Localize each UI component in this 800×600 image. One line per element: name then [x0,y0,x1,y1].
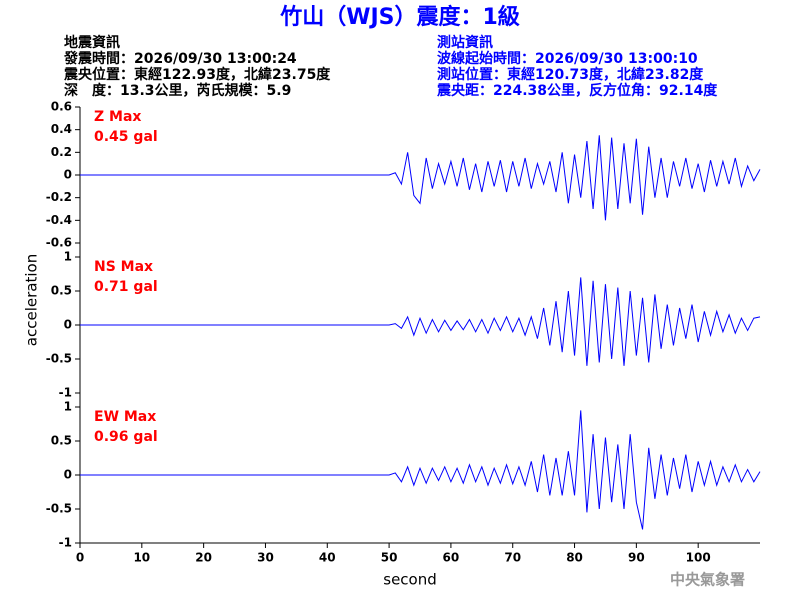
annotation: 0.71 gal [94,279,158,295]
y-tick-label: 0 [64,468,72,482]
x-tick-label: 70 [504,551,521,565]
x-tick-label: 80 [566,551,583,565]
y-tick-label: 0.6 [51,100,72,114]
waveform [80,277,761,366]
y-tick-label: 0.5 [51,284,72,298]
info-right: 震央距：224.38公里，反方位角：92.14度 [436,82,718,99]
annotation: EW Max [94,409,156,425]
y-tick-label: 1 [64,250,72,264]
waveform [80,135,761,221]
waveform [80,410,761,530]
annotation: NS Max [94,259,153,275]
x-tick-label: 10 [133,551,150,565]
y-tick-label: -1 [59,386,72,400]
info-left: 發震時間：2026/09/30 13:00:24 [63,50,297,67]
y-tick-label: 0.2 [51,145,72,159]
y-tick-label: 1 [64,400,72,414]
annotation: 0.45 gal [94,129,158,145]
y-tick-label: -0.5 [46,502,72,516]
info-right: 波線起始時間：2026/09/30 13:00:10 [437,50,698,67]
x-tick-label: 60 [443,551,460,565]
x-tick-label: 100 [686,551,711,565]
annotation: 0.96 gal [94,429,158,445]
y-tick-label: 0 [64,168,72,182]
x-tick-label: 20 [195,551,212,565]
info-right: 測站資訊 [437,34,493,51]
x-tick-label: 90 [628,551,645,565]
chart-title: 竹山（WJS）震度：1級 [279,4,520,30]
info-left: 深 度：13.3公里，芮氏規模：5.9 [64,82,291,99]
x-tick-label: 30 [257,551,274,565]
x-axis-label: second [383,571,437,589]
info-left: 震央位置：東經122.93度，北緯23.75度 [63,66,331,83]
info-left: 地震資訊 [64,34,120,51]
y-tick-label: -0.6 [46,236,72,250]
y-tick-label: -0.4 [46,213,72,227]
x-tick-label: 40 [319,551,336,565]
footer: 中央氣象署 [670,571,745,589]
y-tick-label: 0 [64,318,72,332]
y-tick-label: 0.5 [51,434,72,448]
info-right: 測站位置：東經120.73度，北緯23.82度 [437,66,704,83]
annotation: Z Max [94,109,141,125]
y-tick-label: 0.4 [51,122,72,136]
x-tick-label: 50 [381,551,398,565]
y-tick-label: -0.2 [46,190,72,204]
y-axis-label: acceleration [23,254,41,346]
y-tick-label: -0.5 [46,352,72,366]
x-tick-label: 0 [76,551,84,565]
y-tick-label: -1 [59,536,72,550]
